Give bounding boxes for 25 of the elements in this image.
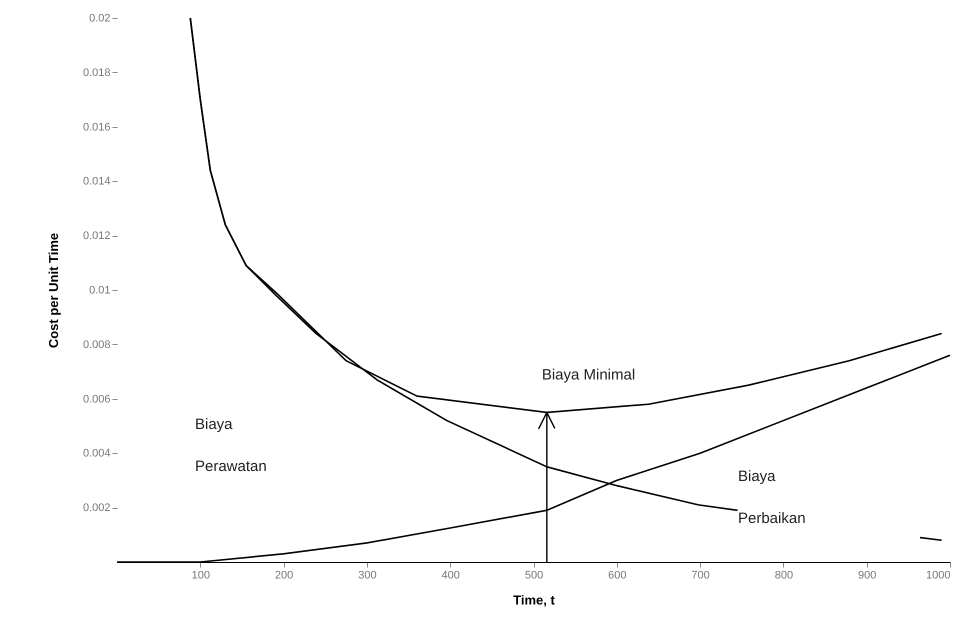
- y-tick-label: 0.008: [82, 338, 110, 351]
- x-tick-label: 400: [442, 570, 460, 582]
- y-tick-label: 0.006: [82, 393, 110, 406]
- x-tick-label: 300: [358, 570, 377, 582]
- y-axis-title: Cost per Unit Time: [46, 232, 61, 348]
- x-axis-title: Time, t: [513, 592, 556, 608]
- text: Biaya Perawatan: [195, 416, 267, 475]
- y-tick-label: 0.012: [82, 230, 110, 242]
- x-tick-label: 1000: [926, 570, 950, 582]
- y-tick-label: 0.018: [82, 66, 110, 79]
- y-tick-label: 0.004: [82, 448, 110, 460]
- y-tick-label: 0.02: [89, 12, 110, 24]
- y-tick-label: 0.014: [82, 176, 110, 188]
- x-tick-label: 600: [608, 570, 626, 582]
- x-tick-label: 700: [691, 570, 710, 582]
- x-tick-label: 200: [274, 570, 294, 582]
- x-tick-label: 500: [524, 570, 544, 582]
- x-tick-label: 800: [774, 570, 794, 582]
- x-tick-label: 100: [192, 570, 210, 582]
- y-tick-label: 0.002: [82, 502, 110, 514]
- y-tick-label: 0.01: [89, 284, 110, 296]
- annotation: Biaya Minimal: [542, 366, 636, 384]
- y-tick-label: 0.016: [82, 121, 110, 134]
- x-tick-label: 900: [858, 570, 876, 582]
- text: Biaya Perbaikan: [738, 468, 806, 527]
